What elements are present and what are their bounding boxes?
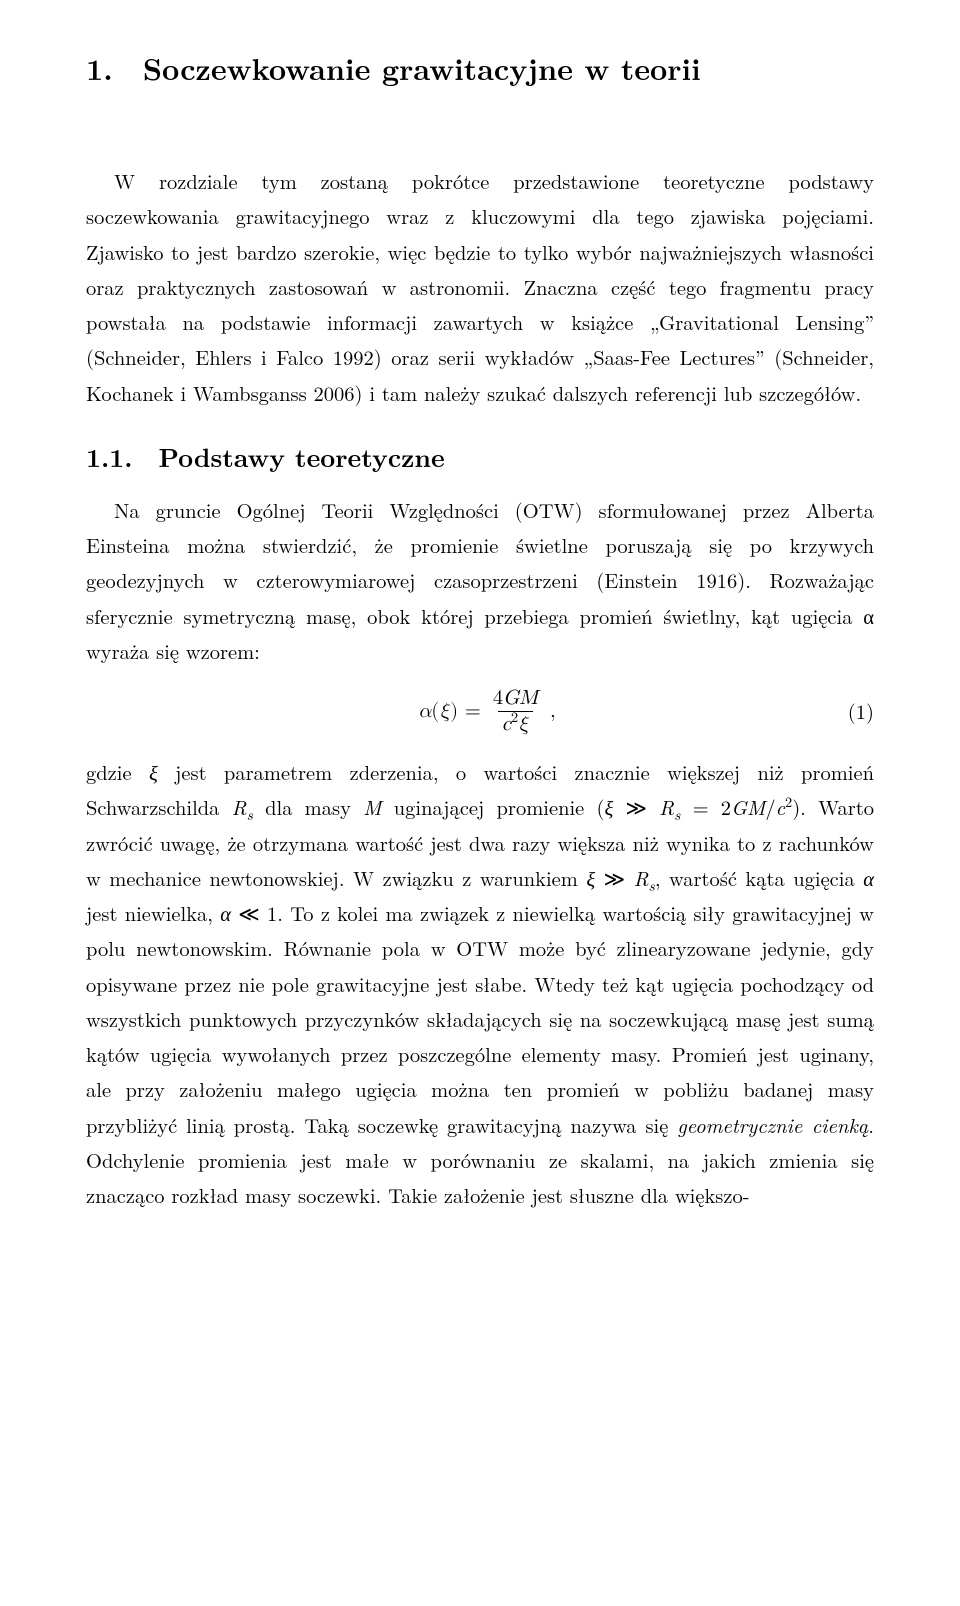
eq-denominator: c2ξ — [498, 711, 533, 735]
section-title-1-1: 1.1. Podstawy teoretyczne — [86, 444, 874, 470]
para-before-eq-text: Na gruncie Ogólnej Teorii Względności (O… — [86, 495, 874, 665]
eq-denom-xi: ξ — [518, 713, 529, 734]
intro-paragraph: W rozdziale tym zostaną pokrótce przedst… — [86, 163, 874, 410]
eq-fraction: 44GMGM c2ξ — [489, 688, 542, 734]
eq-lhs: α(ξ) = — [418, 701, 481, 722]
eq-denom-c: c — [502, 713, 511, 734]
equation-number-1: (1) — [848, 701, 874, 722]
chapter-title: 1. Soczewkowanie grawitacyjne w teorii — [86, 48, 874, 87]
eq-numerator: 44GMGM — [489, 688, 542, 711]
eq-alpha: α — [418, 700, 431, 721]
equation-1: α(ξ) = 44GMGM c2ξ , — [418, 688, 556, 734]
section-1-1-para-after-eq: gdzie ξ jest parametrem zderzenia, o war… — [86, 754, 874, 1212]
section-1-1-para-before-eq: Na gruncie Ogólnej Teorii Względności (O… — [86, 492, 874, 668]
eq-comma: , — [550, 701, 556, 722]
equation-1-wrapper: α(ξ) = 44GMGM c2ξ , (1) — [86, 688, 874, 734]
eq-xi-arg: ξ — [439, 700, 450, 721]
